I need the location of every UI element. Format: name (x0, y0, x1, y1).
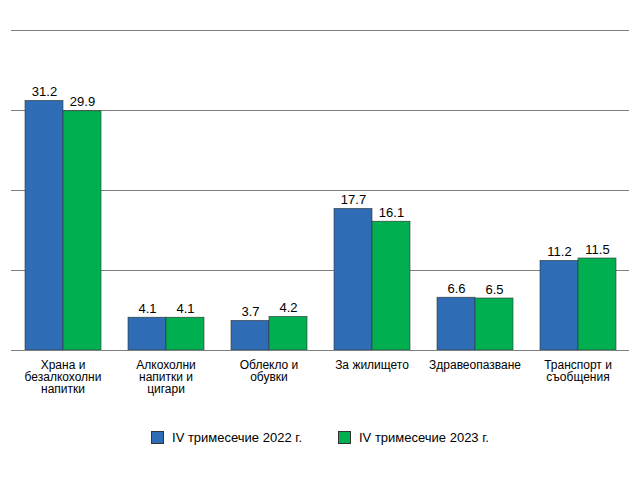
svg-text:4.1: 4.1 (138, 301, 156, 316)
svg-text:4.2: 4.2 (279, 300, 297, 315)
svg-text:4.1: 4.1 (176, 301, 194, 316)
svg-text:11.2: 11.2 (547, 244, 571, 259)
html-text:IV тримесечие 2022 г.: IV тримесечие 2022 г. (172, 430, 302, 445)
svg-text:Облекло иобувки: Облекло иобувки (240, 358, 299, 384)
svg-text:Транспорт исъобщения: Транспорт исъобщения (544, 358, 612, 384)
svg-text:31.2: 31.2 (32, 84, 57, 99)
svg-text:11.5: 11.5 (585, 242, 609, 257)
svg-text:Здравеопазване: Здравеопазване (429, 358, 521, 372)
svg-text:6.6: 6.6 (447, 281, 465, 296)
svg-text:Храна ибезалкохолнинапитки: Храна ибезалкохолнинапитки (25, 358, 102, 396)
svg-text:3.7: 3.7 (241, 304, 259, 319)
html-text:IV тримесечие 2023 г.: IV тримесечие 2023 г. (359, 430, 489, 445)
svg-text:16.1: 16.1 (379, 205, 404, 220)
svg-text:6.5: 6.5 (485, 282, 503, 297)
svg-text:За жилището: За жилището (335, 358, 409, 372)
svg-text:17.7: 17.7 (341, 192, 366, 207)
svg-text:29.9: 29.9 (70, 94, 95, 109)
svg-text:Алкохолнинапитки ицигари: Алкохолнинапитки ицигари (136, 358, 196, 396)
